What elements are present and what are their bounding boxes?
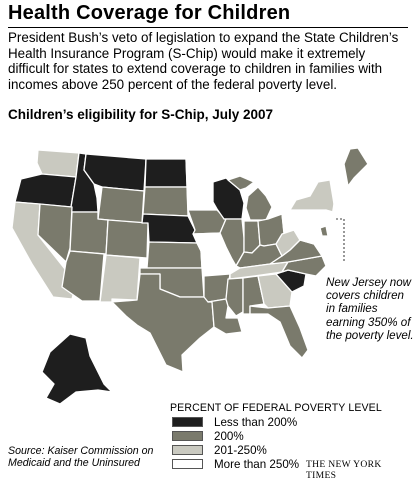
legend-item-201-250: 201-250% (172, 444, 342, 458)
state-florida (249, 305, 309, 359)
legend-label: Less than 200% (214, 416, 298, 429)
state-connecticut (333, 197, 345, 209)
state-wyoming (97, 186, 145, 224)
intro-paragraph: President Bush’s veto of legislation to … (8, 30, 399, 92)
state-kansas (146, 241, 203, 269)
state-colorado (105, 219, 149, 259)
state-arizona (61, 250, 105, 302)
state-washington (36, 149, 80, 178)
legend-swatch (172, 417, 203, 427)
state-north-dakota (144, 158, 188, 188)
state-maryland (293, 227, 323, 245)
source-note: Source: Kaiser Commission on Medicaid an… (8, 445, 154, 469)
state-michigan (227, 175, 273, 221)
credit-line: THE NEW YORK TIMES (306, 459, 382, 481)
legend-item-200: 200% (172, 430, 342, 444)
state-texas (111, 273, 215, 373)
new-jersey-annotation: New Jersey now covers children in famili… (326, 276, 414, 342)
state-maine (343, 147, 369, 187)
map-title: Children’s eligibility for S-Chip, July … (8, 107, 274, 122)
legend-label: 201-250% (214, 444, 267, 457)
state-illinois (219, 218, 245, 267)
state-rhode-island (343, 197, 351, 207)
state-nebraska (141, 213, 198, 244)
legend-item-less-than-200: Less than 200% (172, 416, 342, 430)
state-massachusetts (333, 187, 357, 199)
page-title: Health Coverage for Children (8, 2, 408, 28)
state-hawaii (149, 395, 169, 410)
state-alaska (41, 333, 113, 405)
state-vermont (329, 168, 339, 189)
legend-label: 200% (214, 430, 244, 443)
legend-label: More than 250% (214, 458, 300, 471)
legend-title: PERCENT OF FEDERAL POVERTY LEVEL (170, 402, 382, 414)
state-new-mexico (99, 254, 141, 303)
state-new-jersey (325, 209, 335, 235)
legend-item-more-than-250: More than 250% (172, 458, 342, 472)
annotation-leader-line (336, 218, 345, 262)
legend-swatch (172, 431, 203, 441)
legend-swatch (172, 459, 203, 469)
state-oregon (14, 173, 77, 208)
state-mississippi (225, 277, 244, 317)
state-south-dakota (142, 186, 189, 217)
us-map (11, 147, 369, 410)
legend-swatch (172, 445, 203, 455)
